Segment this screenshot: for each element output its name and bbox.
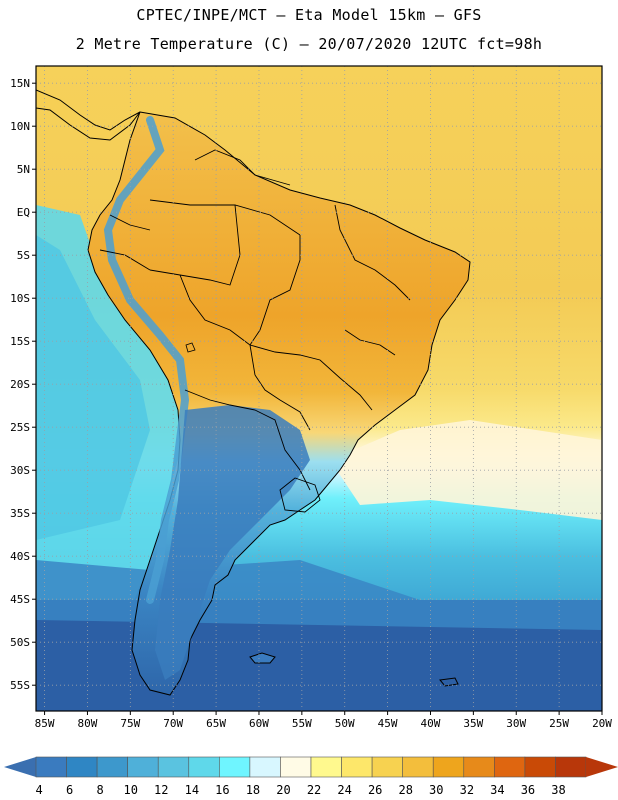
lat-tick-label: 40S [10,550,30,563]
colorbar-label: 20 [276,783,290,797]
colorbar-swatch [341,756,373,778]
colorbar-swatch [310,756,342,778]
lon-tick-label: 45W [378,717,398,730]
colorbar-swatch [127,756,159,778]
colorbar-swatch [494,756,526,778]
lon-tick-label: 50W [335,717,355,730]
pacific-cold-tongue-inner [36,235,150,540]
lat-tick-label: 5N [17,163,30,176]
lon-tick-label: 30W [506,717,526,730]
lat-tick-label: 55S [10,679,30,692]
lat-tick-label: 30S [10,464,30,477]
lat-tick-label: 15S [10,335,30,348]
country-borders [99,149,411,513]
map-title-line-1: CPTEC/INPE/MCT – Eta Model 15km – GFS [136,6,482,24]
colorbar-swatch [96,756,128,778]
falkland-islands [249,652,276,664]
southern-cone-interior [155,405,310,680]
colorbar-label: 30 [429,783,443,797]
colorbar-label: 8 [97,783,104,797]
lon-tick-label: 20W [592,717,612,730]
colorbar-label: 32 [460,783,474,797]
longitude-axis: 85W 80W 75W 70W 65W 60W 55W 50W 45W 40W 35W 30W 25W 2… [35,711,612,730]
lon-tick-label: 70W [163,717,183,730]
lon-tick-label: 65W [206,717,226,730]
colorbar-label: 4 [35,783,42,797]
colorbar-swatch [280,756,312,778]
colorbar-label: 28 [398,783,412,797]
lat-tick-label: 10S [10,292,30,305]
colorbar-swatch [157,756,190,778]
lake-titicaca [185,342,196,353]
lon-tick-label: 40W [421,717,441,730]
colorbar-swatch [524,756,556,778]
lat-tick-label: 45S [10,593,30,606]
lon-tick-label: 60W [249,717,269,730]
colorbar-label: 10 [123,783,137,797]
colorbar-low-arrow [4,757,36,777]
colorbar-swatch [188,756,220,778]
lon-tick-label: 55W [292,717,312,730]
lat-tick-label: 50S [10,636,30,649]
colorbar-label: 24 [337,783,351,797]
colorbar-swatch [35,756,67,778]
temperature-map: 15N 10N 5N EQ 5S 10S 15S 20S 25S 30S 35S 40S 45S 50S 5… [10,65,612,730]
central-america-landmass [36,89,141,141]
colorbar-label: 34 [490,783,504,797]
lat-tick-label: 5S [17,249,30,262]
colorbar-high-arrow [586,757,618,777]
lon-tick-label: 75W [120,717,140,730]
atlantic-warm-patch [330,420,602,520]
map-frame [35,65,603,712]
lat-tick-label: 20S [10,378,30,391]
lat-tick-label: 35S [10,507,30,520]
colorbar-swatch [66,756,98,778]
lon-tick-label: 80W [78,717,98,730]
latitude-axis: 15N 10N 5N EQ 5S 10S 15S 20S 25S 30S 35S 40S 45S 50S 5… [10,77,36,692]
colorbar-label: 38 [551,783,565,797]
colorbar-label: 18 [246,783,260,797]
lon-tick-label: 85W [35,717,55,730]
colorbar-swatch [249,756,281,778]
colorbar-label: 26 [368,783,382,797]
colorbar-swatch [432,756,465,778]
lon-tick-label: 35W [463,717,483,730]
lon-tick-label: 25W [549,717,569,730]
temperature-colorbar: 4 6 8 10 12 14 16 18 20 22 24 26 28 30 32 34 36 38 [4,756,618,797]
lat-tick-label: 15N [10,77,30,90]
colorbar-label: 14 [185,783,199,797]
colorbar-swatch [555,756,587,778]
map-title-line-2: 2 Metre Temperature (C) – 20/07/2020 12U… [75,35,543,53]
lat-tick-label: 25S [10,421,30,434]
colorbar-label: 12 [154,783,168,797]
lat-tick-label: 10N [10,120,30,133]
colorbar-label: 36 [521,783,535,797]
colorbar-label: 6 [66,783,73,797]
south-georgia-island [439,677,459,687]
colorbar-label: 22 [307,783,321,797]
colorbar-swatch [463,756,495,778]
colorbar-swatch [402,756,434,778]
andes-cold-ridge [103,116,190,604]
lat-tick-label: EQ [17,206,30,219]
colorbar-swatch [219,756,251,778]
colorbar-swatch [371,756,403,778]
colorbar-label: 16 [215,783,229,797]
